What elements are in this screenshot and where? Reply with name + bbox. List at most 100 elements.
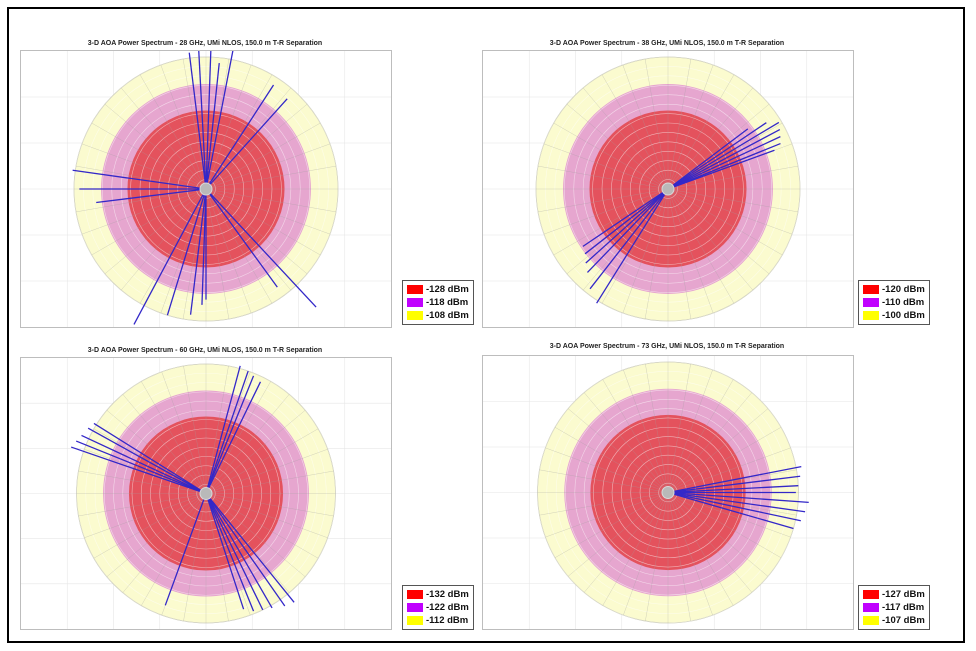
mesh-spoke <box>205 493 319 559</box>
mesh-spoke <box>205 493 229 622</box>
mesh-spoke <box>141 381 207 494</box>
legend-item: -112 dBm <box>407 614 469 627</box>
center-marker <box>199 182 213 196</box>
mesh-spoke <box>537 165 669 190</box>
aoa-ray <box>667 122 767 190</box>
aoa-ray <box>667 485 799 494</box>
mesh-spoke <box>122 493 207 593</box>
mesh-spoke <box>667 363 691 493</box>
mesh-spoke <box>205 103 308 190</box>
polar-plot <box>21 51 391 327</box>
aoa-ray <box>205 493 264 611</box>
legend-item: -107 dBm <box>863 614 925 627</box>
aoa-ray <box>585 188 669 264</box>
mesh-spoke <box>667 427 782 493</box>
mesh-spoke <box>645 492 669 622</box>
aoa-ray <box>205 98 288 190</box>
mesh-spoke <box>583 492 669 593</box>
mesh-ring <box>76 363 336 624</box>
mesh-spoke <box>645 363 669 493</box>
aoa-ray <box>205 375 255 494</box>
mesh-spoke <box>667 369 713 493</box>
mesh-spoke <box>667 87 754 190</box>
aoa-ray <box>205 51 234 190</box>
mesh-spoke <box>553 188 669 256</box>
legend-swatch-outer <box>863 311 879 320</box>
mesh-ring <box>113 400 299 587</box>
legend-label: -100 dBm <box>882 310 925 321</box>
aoa-ray <box>582 188 669 247</box>
aoa-ray <box>75 440 207 495</box>
mesh-spoke <box>543 188 669 235</box>
aoa-ray <box>201 188 207 305</box>
mesh-spoke <box>667 447 791 493</box>
mesh-spoke <box>644 188 669 320</box>
mesh-ring <box>639 160 697 218</box>
mesh-spoke <box>78 470 207 494</box>
aoa-ray <box>667 142 781 190</box>
chart-title: 3-D AOA Power Spectrum - 38 GHz, UMi NLO… <box>549 40 785 47</box>
mesh-spoke <box>602 492 669 606</box>
legend-38ghz: -120 dBm -110 dBm -100 dBm <box>858 280 930 325</box>
aoa-ray <box>133 188 207 325</box>
mesh-spoke <box>104 103 207 190</box>
aoa-ray <box>81 434 207 495</box>
mesh-spoke <box>205 165 337 190</box>
legend-swatch-outer <box>407 616 423 625</box>
mesh-spoke <box>205 493 306 577</box>
aoa-ray <box>596 188 669 304</box>
mesh-spoke <box>205 493 251 616</box>
mesh-spoke <box>644 58 669 190</box>
mesh-spoke <box>623 369 669 493</box>
mesh-spoke <box>78 493 207 517</box>
aoa-ray <box>87 427 207 495</box>
mesh-ring <box>582 103 754 275</box>
plot-area <box>20 357 392 630</box>
mesh-ring <box>177 465 235 522</box>
mesh-spoke <box>601 74 669 190</box>
aoa-ray <box>205 84 275 190</box>
mesh-spoke <box>567 492 669 577</box>
mesh-spoke <box>667 188 754 291</box>
aoa-ray <box>164 493 207 606</box>
legend-item: -132 dBm <box>407 588 469 601</box>
mesh-ring <box>103 391 309 596</box>
mesh-spoke <box>205 365 229 494</box>
ray-group <box>582 121 781 304</box>
mesh-spoke <box>182 188 207 320</box>
mesh-spoke <box>205 493 334 517</box>
mesh-spoke <box>667 74 735 190</box>
plot-area <box>20 50 392 328</box>
aoa-ray <box>72 169 207 190</box>
aoa-ray <box>205 370 249 494</box>
mesh-spoke <box>205 381 271 494</box>
mesh-spoke <box>667 492 797 516</box>
legend-label: -120 dBm <box>882 284 925 295</box>
mesh-spoke <box>106 410 207 494</box>
mesh-spoke <box>205 428 319 494</box>
legend-item: -128 dBm <box>407 283 469 296</box>
mesh-ring <box>658 179 678 199</box>
aoa-ray <box>205 51 212 190</box>
mesh-ring <box>94 382 318 605</box>
mesh-spoke <box>141 493 207 606</box>
aoa-ray <box>667 121 780 190</box>
mesh-ring <box>573 94 763 284</box>
aoa-ray <box>667 475 801 494</box>
aoa-ray <box>667 136 781 190</box>
mesh-spoke <box>545 492 669 538</box>
panel-38ghz: 3-D AOA Power Spectrum - 38 GHz, UMi NLO… <box>477 40 857 330</box>
aoa-ray <box>205 188 317 308</box>
mesh-ring <box>592 113 744 265</box>
mesh-spoke <box>205 188 308 275</box>
legend-item: -122 dBm <box>407 601 469 614</box>
mesh-spoke <box>667 165 799 190</box>
mesh-spoke <box>205 74 273 190</box>
mesh-spoke <box>622 188 669 314</box>
mesh-spoke <box>205 188 321 256</box>
mesh-spoke <box>667 492 769 577</box>
mesh-spoke <box>139 74 207 190</box>
mesh-spoke <box>667 492 791 538</box>
mesh-spoke <box>205 448 328 494</box>
mesh-spoke <box>667 492 734 606</box>
